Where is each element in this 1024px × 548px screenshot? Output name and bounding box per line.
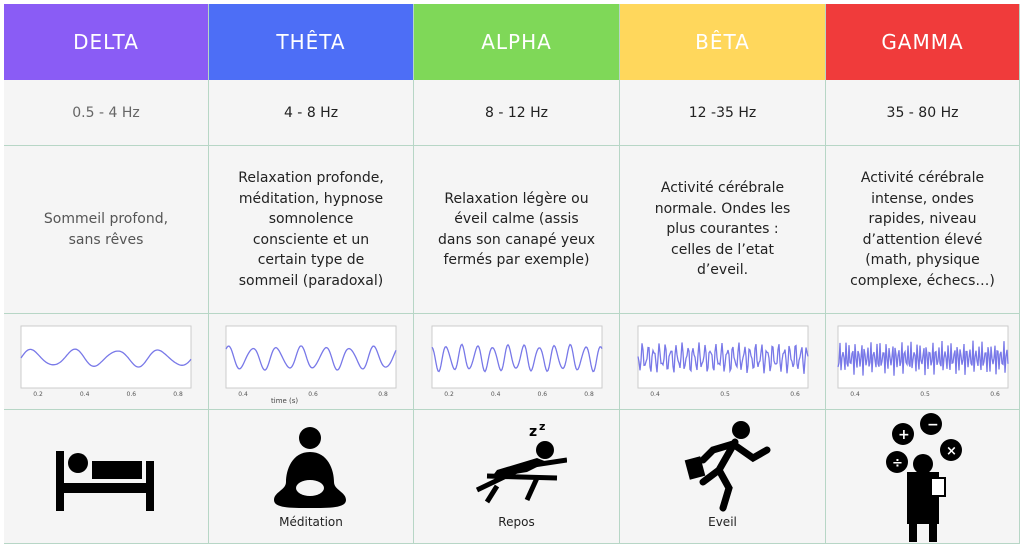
column-header: BÊTA xyxy=(620,4,826,80)
svg-text:−: − xyxy=(927,417,939,433)
wave-tick: 0.6 xyxy=(127,391,137,398)
caption: Eveil xyxy=(708,515,737,529)
description-line: dans son canapé yeux xyxy=(437,231,595,248)
wave-plot: 0.2 0.4 0.6 0.8 xyxy=(20,325,192,398)
wave-tick: 0.2 xyxy=(444,391,454,398)
description-line: Activité cérébrale xyxy=(660,180,785,197)
frequency: 35 - 80 Hz xyxy=(826,80,1020,146)
svg-text:÷: ÷ xyxy=(892,456,903,471)
icon-cell: Méditation xyxy=(209,410,414,544)
wave-tick: 0.5 xyxy=(920,391,930,398)
svg-text:+: + xyxy=(898,427,910,443)
description: Activité cérébrale normale. Ondes les plus… xyxy=(620,146,826,314)
frequency: 12 -35 Hz xyxy=(620,80,826,146)
svg-text:z: z xyxy=(539,420,545,433)
wave-tick: 0.5 xyxy=(720,391,730,398)
wave-tick: 0.6 xyxy=(308,391,318,398)
wave: 0.2 0.4 0.6 0.8 xyxy=(4,314,209,410)
wave-plot: 0.2 0.4 0.6 0.8 xyxy=(430,325,603,398)
description-line: sommeil (paradoxal) xyxy=(238,272,384,289)
icon: + −× ÷ xyxy=(885,412,962,542)
wave-tick: 0.6 xyxy=(990,391,1000,398)
description-line: d’attention élevé xyxy=(862,231,983,248)
description-line: éveil calme (assis xyxy=(454,211,579,227)
svg-text:z: z xyxy=(529,424,537,440)
icon-cell: Eveil xyxy=(620,410,826,544)
description-line: certain type de xyxy=(257,252,365,268)
description: Relaxation profonde, méditation, hypnose s… xyxy=(209,146,414,314)
icon xyxy=(56,450,154,511)
svg-text:×: × xyxy=(946,444,957,459)
description-line: intense, ondes xyxy=(871,190,974,207)
icon xyxy=(274,426,346,508)
wave-tick: 0.4 xyxy=(850,391,860,398)
description-line: consciente et un xyxy=(252,231,370,248)
description-line: celles de l’etat xyxy=(671,241,774,258)
description-line: somnolence xyxy=(268,211,354,227)
description: Relaxation légère ou éveil calme (assis da… xyxy=(414,146,620,314)
wave-plot: 0.4 0.5 0.6 xyxy=(836,325,1009,398)
icon-cell xyxy=(4,410,209,544)
column-header: THÊTA xyxy=(209,4,414,80)
wave-tick: 0.4 xyxy=(80,391,90,398)
description: Activité cérébrale intense, ondes rapides,… xyxy=(826,146,1020,314)
description-line: complexe, échecs…) xyxy=(850,272,995,289)
column-header: ALPHA xyxy=(414,4,620,80)
description-line: sans rêves xyxy=(68,231,144,248)
wave-plot: 0.4 0.6 0.8 time (s) xyxy=(225,325,397,404)
wave-plot: 0.4 0.5 0.6 xyxy=(636,325,809,398)
description: Sommeil profond, sans rêves xyxy=(4,146,209,314)
wave: 0.2 0.4 0.6 0.8 xyxy=(414,314,620,410)
wave-axis-label: time (s) xyxy=(271,397,298,404)
wave-tick: 0.8 xyxy=(584,391,594,398)
description-line: méditation, hypnose xyxy=(238,190,384,207)
frequency: 8 - 12 Hz xyxy=(414,80,620,146)
wave-tick: 0.2 xyxy=(33,391,43,398)
frequency: 4 - 8 Hz xyxy=(209,80,414,146)
wave-tick: 0.8 xyxy=(173,391,183,398)
caption: Repos xyxy=(498,515,535,529)
icon xyxy=(684,420,770,511)
wave: 0.4 0.5 0.6 xyxy=(620,314,826,410)
description-line: d’eveil. xyxy=(696,262,749,279)
description-line: (math, physique xyxy=(865,252,980,268)
wave-tick: 0.8 xyxy=(378,391,388,398)
description-line: plus courantes : xyxy=(666,221,779,238)
icon-cell: z z Repos xyxy=(414,410,620,544)
wave-tick: 0.4 xyxy=(238,391,248,398)
column-header: DELTA xyxy=(4,4,209,80)
description-line: Activité cérébrale xyxy=(860,170,985,186)
wave-tick: 0.6 xyxy=(790,391,800,398)
wave-tick: 0.4 xyxy=(650,391,660,398)
caption: Méditation xyxy=(279,515,343,529)
description-line: Relaxation légère ou xyxy=(444,190,589,207)
table: DELTA 0.5 - 4 Hz Sommeil profond, sans rêve… xyxy=(4,4,1020,544)
wave-tick: 0.4 xyxy=(490,391,500,398)
column-header: GAMMA xyxy=(826,4,1020,80)
wave: 0.4 0.5 0.6 xyxy=(826,314,1020,410)
description-line: fermés par exemple) xyxy=(443,252,590,268)
wave: 0.4 0.6 0.8 time (s) xyxy=(209,314,414,410)
description-line: Sommeil profond, xyxy=(43,211,169,227)
wave-tick: 0.6 xyxy=(537,391,547,398)
icon-cell: + − × ÷ xyxy=(826,410,1020,544)
description-line: normale. Ondes les xyxy=(654,200,791,217)
description-line: Relaxation profonde, xyxy=(238,170,384,186)
description-line: rapides, niveau xyxy=(868,211,977,227)
frequency: 0.5 - 4 Hz xyxy=(4,80,209,146)
